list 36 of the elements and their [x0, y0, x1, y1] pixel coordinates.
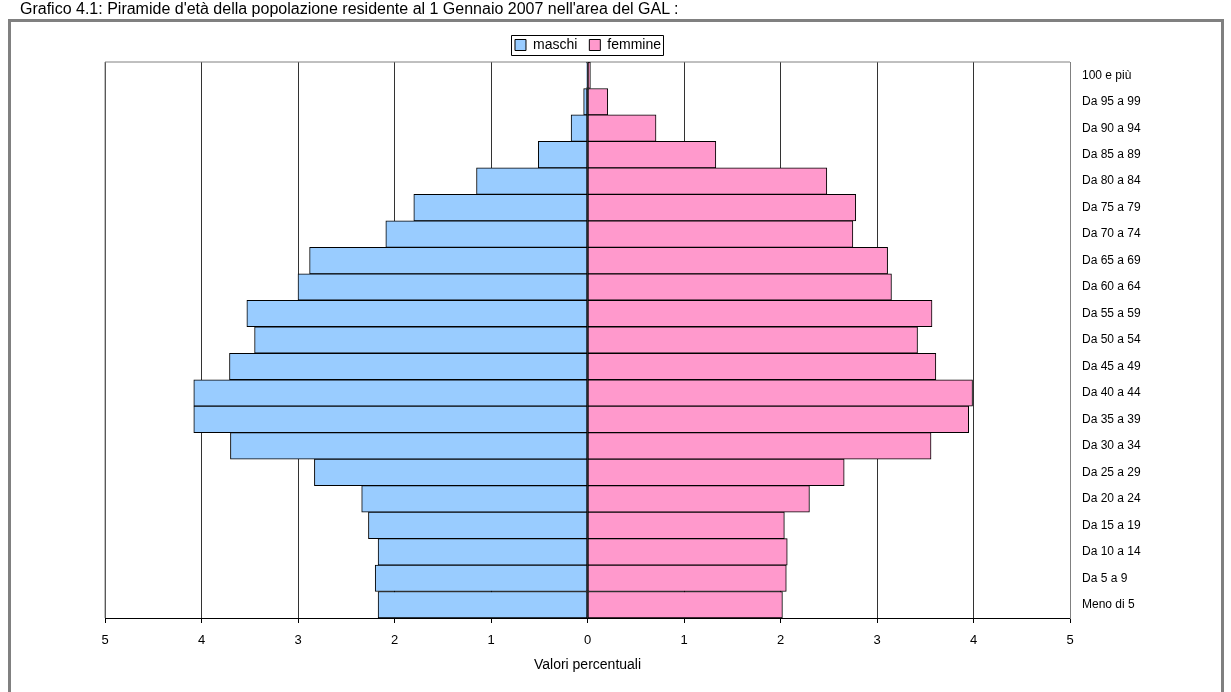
x-tick-label: 4 [969, 632, 978, 648]
x-tick-label: 3 [294, 632, 302, 648]
y-tick-label: Da 15 a 19 [1082, 517, 1142, 532]
x-tick-label: 4 [197, 632, 206, 648]
chart-title: Grafico 4.1: Piramide d'età della popolazione residente al 1 Gennaio 2007 nell'area del GAL : [20, 0, 679, 18]
y-tick-label: Da 85 a 89 [1082, 146, 1142, 161]
x-tick-label: 0 [583, 632, 592, 648]
y-tick-label: Da 60 a 64 [1082, 279, 1142, 294]
legend-label: maschi [532, 35, 578, 52]
y-tick-label: 100 e più [1082, 67, 1132, 82]
y-tick-label: Da 90 a 94 [1082, 120, 1142, 135]
y-tick-label: Meno di 5 [1082, 597, 1136, 612]
x-tick-label: 3 [873, 632, 881, 648]
y-tick-label: Da 95 a 99 [1082, 94, 1142, 109]
x-tick-label: 1 [680, 632, 688, 648]
legend-label: femmine [607, 35, 662, 52]
y-tick-label: Da 55 a 59 [1082, 305, 1142, 320]
x-tick-label: 5 [101, 632, 109, 648]
x-axis-title: Valori percentuali [533, 656, 642, 673]
y-tick-label: Da 50 a 54 [1082, 332, 1142, 347]
y-tick-label: Da 20 a 24 [1082, 491, 1142, 506]
y-tick-label: Da 80 a 84 [1082, 173, 1142, 188]
x-tick-label: 1 [487, 632, 495, 648]
y-tick-label: Da 10 a 14 [1082, 544, 1142, 559]
y-tick-label: Da 75 a 79 [1082, 199, 1142, 214]
y-tick-label: Da 45 a 49 [1082, 358, 1142, 373]
y-tick-label: Da 5 a 9 [1082, 570, 1128, 585]
y-tick-label: Da 40 a 44 [1082, 385, 1142, 400]
y-tick-label: Da 70 a 74 [1082, 226, 1142, 241]
y-tick-label: Da 25 a 29 [1082, 464, 1142, 479]
y-tick-label: Da 65 a 69 [1082, 252, 1142, 267]
x-tick-label: 5 [1066, 632, 1074, 648]
x-tick-label: 2 [390, 632, 399, 648]
y-tick-label: Da 30 a 34 [1082, 438, 1142, 453]
x-tick-label: 2 [776, 632, 785, 648]
y-tick-label: Da 35 a 39 [1082, 411, 1142, 426]
